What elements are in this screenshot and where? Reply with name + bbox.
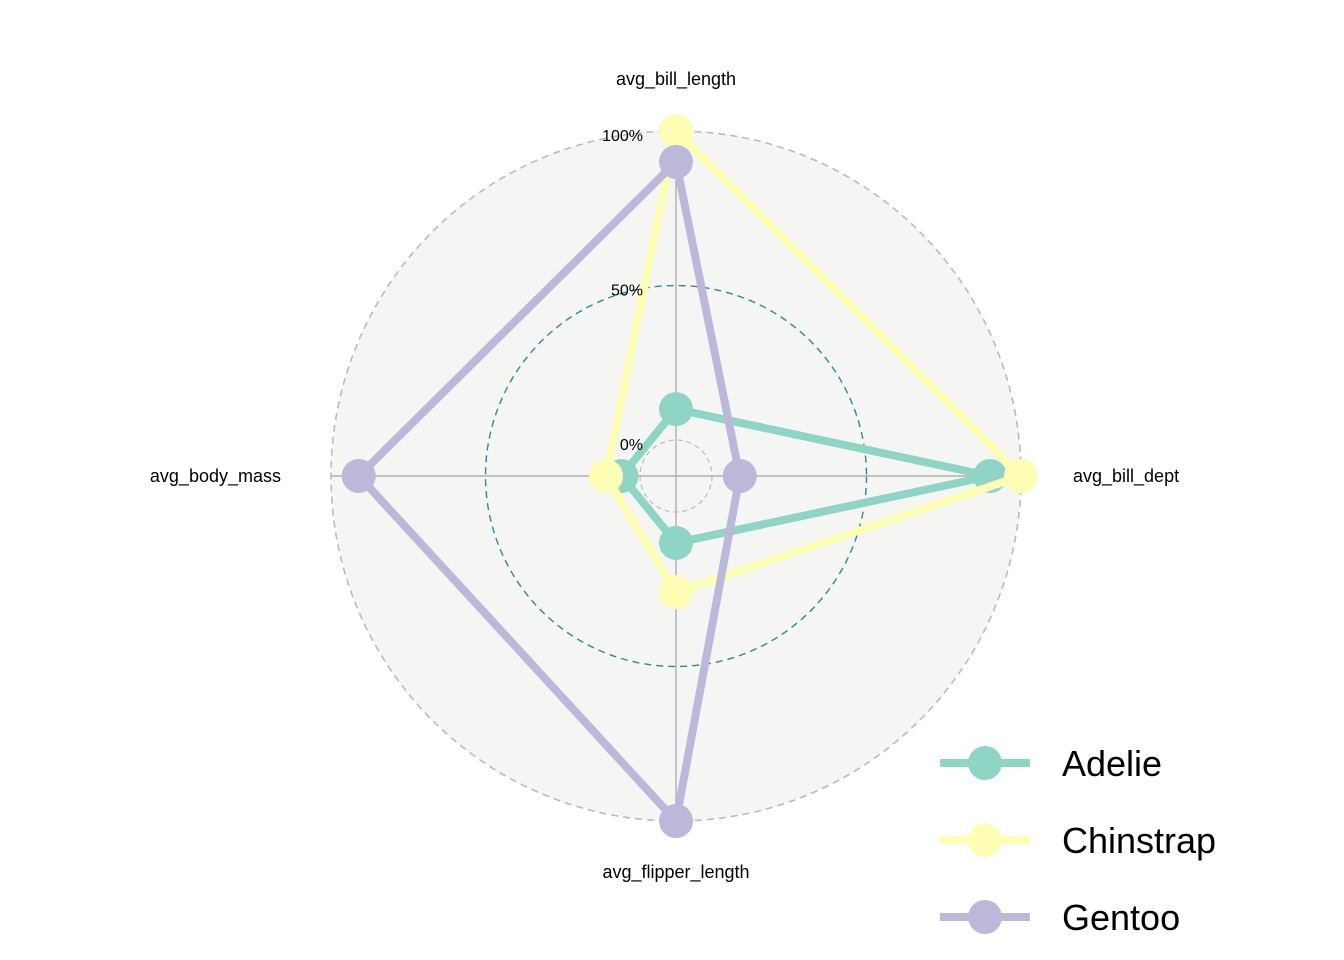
data-point-chinstrap-avg_bill_length (659, 114, 693, 148)
data-point-chinstrap-avg_bill_dept (1004, 459, 1038, 493)
data-point-gentoo-avg_bill_dept (722, 459, 757, 493)
data-point-chinstrap-avg_body_mass (589, 459, 623, 493)
grid-label-0: 0% (620, 437, 643, 454)
legend-swatch-marker (968, 900, 1002, 934)
legend-label: Gentoo (1062, 897, 1180, 938)
data-point-gentoo-avg_body_mass (341, 459, 376, 493)
axis-label-avg_bill_dept: avg_bill_dept (1073, 466, 1179, 487)
legend-item-chinstrap: Chinstrap (940, 820, 1216, 861)
data-point-gentoo-avg_flipper_length (659, 804, 693, 838)
series-gentoo (341, 144, 757, 838)
data-point-chinstrap-avg_flipper_length (659, 575, 693, 610)
data-point-adelie-avg_bill_length (659, 392, 693, 427)
grid-label-100: 100% (602, 128, 643, 145)
series-chinstrap (589, 114, 1038, 610)
data-point-gentoo-avg_bill_length (659, 144, 693, 179)
legend-item-gentoo: Gentoo (940, 897, 1180, 938)
data-point-adelie-avg_flipper_length (659, 525, 693, 560)
axis-label-avg_body_mass: avg_body_mass (150, 466, 281, 487)
legend-swatch-marker (968, 746, 1002, 780)
legend-item-adelie: Adelie (940, 743, 1162, 784)
label-layer: avg_bill_length avg_bill_dept avg_flipper_… (150, 69, 1179, 883)
legend-label: Adelie (1062, 743, 1162, 784)
legend-label: Chinstrap (1062, 820, 1216, 861)
legend: Adelie Chinstrap Gentoo (940, 743, 1216, 938)
grid-label-50: 50% (611, 283, 643, 300)
series-layer (341, 114, 1038, 838)
axis-label-avg_bill_length: avg_bill_length (616, 69, 736, 90)
legend-swatch-marker (968, 823, 1002, 857)
axis-label-avg_flipper_length: avg_flipper_length (602, 862, 749, 883)
